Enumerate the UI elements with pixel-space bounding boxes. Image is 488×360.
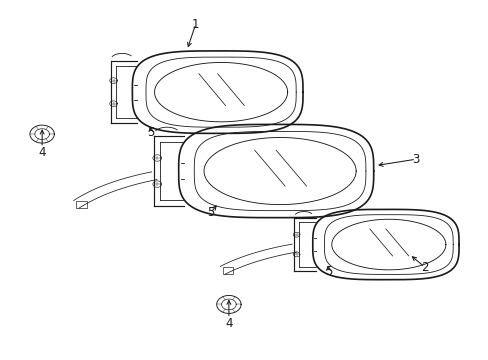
- Text: 5: 5: [324, 265, 331, 278]
- Text: 4: 4: [39, 145, 46, 158]
- Text: 4: 4: [224, 317, 232, 330]
- Text: 1: 1: [192, 18, 199, 31]
- Bar: [222, 267, 233, 274]
- Text: 3: 3: [411, 153, 419, 166]
- Text: 5: 5: [206, 207, 214, 220]
- Text: 2: 2: [420, 261, 428, 274]
- Bar: [76, 201, 87, 208]
- Text: 5: 5: [147, 126, 154, 139]
